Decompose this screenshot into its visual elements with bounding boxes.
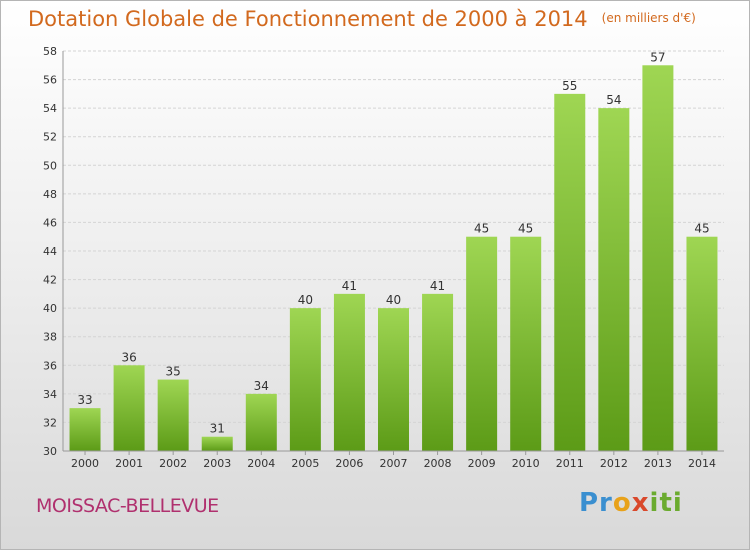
- x-tick-label: 2006: [335, 457, 363, 470]
- town-name: MOISSAC-BELLEVUE: [36, 495, 219, 517]
- bar-value-label: 41: [430, 279, 445, 293]
- chart-title: Dotation Globale de Fonctionnement de 20…: [28, 7, 696, 31]
- bar: [289, 308, 321, 451]
- y-tick-label: 46: [43, 216, 57, 229]
- y-tick-label: 30: [43, 445, 57, 458]
- bar: [642, 65, 674, 452]
- y-tick-label: 50: [43, 159, 57, 172]
- y-tick-label: 54: [43, 102, 57, 115]
- bar-value-label: 40: [386, 293, 401, 307]
- bar: [510, 236, 542, 451]
- bar: [554, 93, 586, 451]
- x-tick-label: 2014: [688, 457, 716, 470]
- bar-value-label: 34: [254, 379, 269, 393]
- logo-part-2: o: [612, 488, 632, 518]
- y-tick-label: 44: [43, 245, 57, 258]
- y-tick-label: 48: [43, 188, 57, 201]
- bar: [378, 308, 409, 451]
- bar-value-label: 45: [694, 222, 709, 236]
- bar: [157, 379, 189, 451]
- y-tick-label: 42: [43, 274, 57, 287]
- bar-value-label: 40: [298, 293, 313, 307]
- logo-part-1: Pr: [579, 488, 613, 518]
- chart-unit: (en milliers d'€): [601, 11, 696, 25]
- x-tick-label: 2002: [159, 457, 187, 470]
- bar-value-label: 41: [342, 279, 357, 293]
- y-tick-label: 52: [43, 131, 57, 144]
- y-tick-label: 56: [43, 74, 57, 87]
- bar: [201, 436, 233, 451]
- bar: [422, 293, 454, 451]
- x-tick-label: 2004: [247, 457, 275, 470]
- bar: [598, 108, 630, 452]
- bar-value-label: 45: [518, 222, 533, 236]
- proxiti-logo[interactable]: Proxiti: [579, 488, 683, 518]
- x-tick-label: 2007: [380, 457, 408, 470]
- y-tick-label: 36: [43, 359, 57, 372]
- x-tick-label: 2011: [556, 457, 584, 470]
- y-tick-label: 40: [43, 302, 57, 315]
- bar-value-label: 35: [166, 365, 181, 379]
- x-tick-label: 2005: [291, 457, 319, 470]
- bar-value-label: 45: [474, 222, 489, 236]
- bar-value-label: 31: [210, 422, 225, 436]
- bar-value-label: 54: [606, 93, 621, 107]
- y-tick-label: 38: [43, 331, 57, 344]
- bar: [686, 236, 718, 451]
- x-tick-label: 2001: [115, 457, 143, 470]
- bar-value-label: 55: [562, 79, 577, 93]
- x-tick-label: 2003: [203, 457, 231, 470]
- bar: [466, 236, 498, 451]
- x-tick-label: 2010: [512, 457, 540, 470]
- bar: [113, 365, 145, 451]
- x-tick-label: 2012: [600, 457, 628, 470]
- x-tick-label: 2009: [468, 457, 496, 470]
- logo-part-4: iti: [649, 488, 683, 518]
- y-tick-label: 58: [43, 45, 57, 58]
- x-tick-label: 2013: [644, 457, 672, 470]
- x-tick-label: 2008: [424, 457, 452, 470]
- bar: [245, 393, 277, 451]
- bar: [333, 293, 365, 451]
- logo-part-3: x: [631, 488, 650, 518]
- chart-title-text: Dotation Globale de Fonctionnement de 20…: [28, 7, 588, 31]
- x-tick-label: 2000: [71, 457, 99, 470]
- y-tick-label: 34: [43, 388, 57, 401]
- bar-value-label: 36: [121, 350, 136, 364]
- bar-value-label: 33: [77, 393, 92, 407]
- y-tick-label: 32: [43, 416, 57, 429]
- bar: [69, 408, 101, 451]
- bar-value-label: 57: [650, 50, 665, 64]
